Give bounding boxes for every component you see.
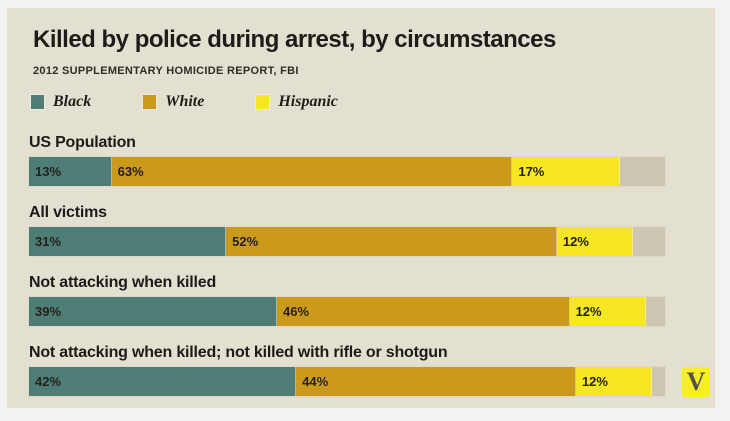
chart-row: Not attacking when killed; not killed wi…	[29, 342, 665, 396]
chart-row: Not attacking when killed 39% 46% 12%	[29, 272, 665, 326]
vox-logo-letter: V	[686, 367, 706, 396]
legend-label: Hispanic	[278, 93, 338, 110]
stacked-bar-chart: US Population 13% 63% 17% All victims 31% 52% 1…	[29, 132, 665, 412]
row-category-label: Not attacking when killed; not killed wi…	[29, 344, 448, 361]
chart-title: Killed by police during arrest, by circu…	[33, 26, 556, 53]
legend-label: Black	[53, 93, 92, 110]
bar-segment-black: 42%	[29, 367, 297, 396]
bar-segment-black: 39%	[29, 297, 278, 326]
legend: Black White Hispanic	[31, 93, 390, 111]
segment-value-label: 13%	[35, 164, 62, 179]
segment-value-label: 42%	[35, 374, 62, 389]
bar-track: 31% 52% 12%	[29, 227, 665, 256]
legend-item-white: White	[143, 93, 204, 111]
bar-segment-hispanic: 12%	[575, 367, 653, 396]
row-category-label: Not attacking when killed	[29, 274, 217, 291]
legend-swatch	[143, 95, 157, 109]
segment-value-label: 63%	[117, 164, 144, 179]
legend-swatch	[31, 95, 44, 109]
segment-value-label: 12%	[575, 304, 602, 319]
chart-card: Killed by police during arrest, by circu…	[7, 8, 715, 408]
legend-swatch	[256, 95, 270, 109]
bar-segment-hispanic: 12%	[569, 297, 646, 326]
legend-item-hispanic: Hispanic	[256, 93, 338, 111]
bar-track: 13% 63% 17%	[29, 157, 665, 186]
bar-segment-black: 31%	[29, 227, 227, 256]
segment-value-label: 12%	[562, 234, 589, 249]
bar-segment-black: 13%	[29, 157, 112, 186]
chart-source: 2012 SUPPLEMENTARY HOMICIDE REPORT, FBI	[33, 65, 299, 77]
segment-value-label: 46%	[283, 304, 310, 319]
bar-segment-white: 44%	[296, 367, 576, 396]
chart-row: All victims 31% 52% 12%	[29, 202, 665, 256]
chart-row: US Population 13% 63% 17%	[29, 132, 665, 186]
segment-value-label: 17%	[518, 164, 545, 179]
segment-value-label: 12%	[581, 374, 608, 389]
row-category-label: US Population	[29, 134, 136, 151]
bar-segment-white: 52%	[226, 227, 557, 256]
row-category-label: All victims	[29, 204, 107, 221]
segment-value-label: 52%	[232, 234, 259, 249]
segment-value-label: 39%	[35, 304, 62, 319]
segment-value-label: 31%	[35, 234, 62, 249]
legend-label: White	[165, 93, 205, 110]
bar-track: 42% 44% 12%	[29, 367, 665, 396]
bar-segment-hispanic: 12%	[556, 227, 634, 256]
bar-segment-white: 46%	[277, 297, 570, 326]
bar-segment-hispanic: 17%	[512, 157, 621, 186]
legend-item-black: Black	[31, 93, 91, 111]
bar-segment-white: 63%	[111, 157, 513, 186]
segment-value-label: 44%	[302, 374, 329, 389]
vox-logo: V	[682, 367, 710, 397]
bar-track: 39% 46% 12%	[29, 297, 665, 326]
